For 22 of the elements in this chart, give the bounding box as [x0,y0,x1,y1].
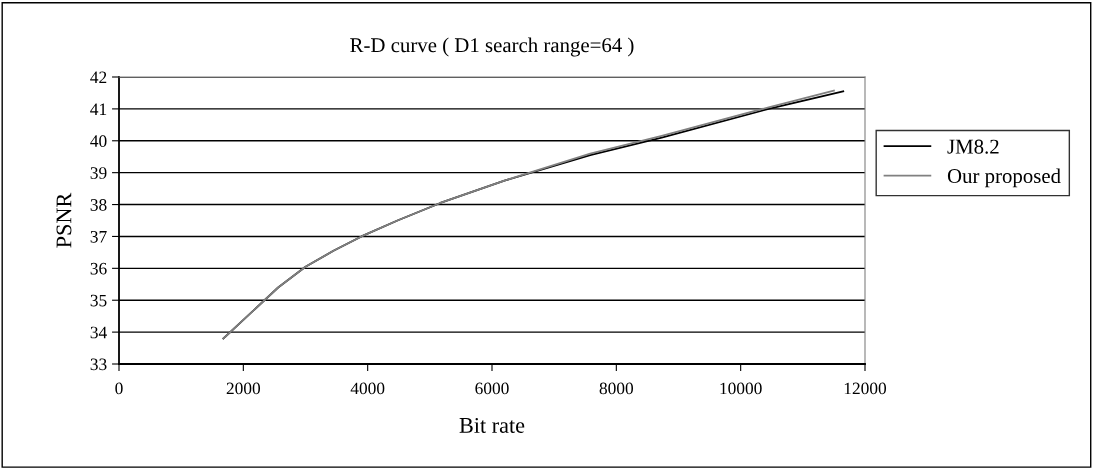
y-tick-label: 35 [90,294,107,307]
y-axis-title: PSNR [56,192,72,248]
x-tick-label: 6000 [475,382,509,395]
y-tick-label: 34 [90,326,107,339]
x-tick-label: 2000 [226,382,261,395]
chart-title: R-D curve ( D1 search range=64 ) [350,37,634,57]
y-tick-label: 33 [90,358,107,371]
x-axis-title: Bit rate [459,417,525,433]
y-tick-label: 42 [90,71,107,84]
y-tick-label: 41 [90,103,107,115]
y-tick-label: 39 [90,167,107,179]
y-tick-label: 38 [90,199,107,211]
y-tick-label: 40 [90,135,107,147]
x-tick-label: 4000 [350,382,385,395]
x-tick-label: 12000 [844,382,887,395]
y-tick-label: 36 [90,262,107,275]
y-tick-label: 37 [90,230,107,243]
legend-label: JM8.2 [947,139,999,154]
x-tick-label: 10000 [720,382,762,395]
x-tick-label: 8000 [599,382,634,395]
legend-label: Our proposed [947,168,1061,188]
x-tick-label: 0 [115,382,123,395]
